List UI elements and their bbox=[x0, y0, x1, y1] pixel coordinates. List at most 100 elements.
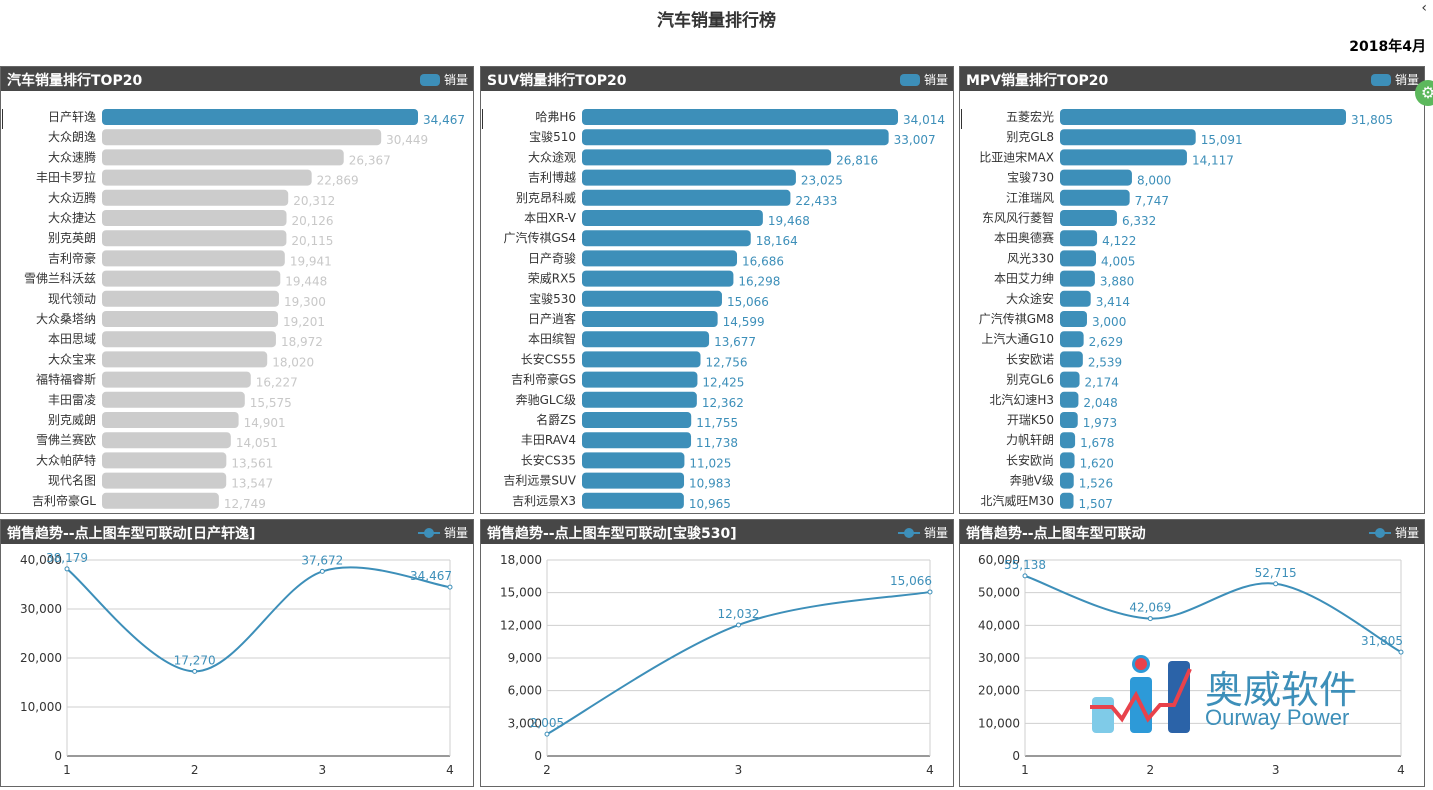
category-label: 长安CS55 bbox=[521, 351, 576, 366]
data-point bbox=[64, 566, 70, 572]
point-label: 52,715 bbox=[1255, 566, 1297, 580]
category-label: 广汽传祺GS4 bbox=[503, 230, 576, 245]
value-label: 16,227 bbox=[256, 376, 298, 390]
bar bbox=[102, 452, 227, 469]
x-tick-label: 4 bbox=[926, 763, 934, 777]
legend-line-icon bbox=[1368, 527, 1391, 539]
bar-chart-plot: 日产轩逸 34,467 大众朗逸 30,449 大众速腾 26,367 丰田卡罗拉 22,86… bbox=[1, 91, 473, 513]
value-label: 10,983 bbox=[689, 477, 731, 491]
bar bbox=[1060, 452, 1075, 469]
bar bbox=[102, 472, 227, 489]
value-label: 1,507 bbox=[1079, 497, 1113, 511]
bar bbox=[1060, 351, 1083, 368]
bar bbox=[1060, 230, 1098, 247]
value-label: 12,362 bbox=[702, 396, 744, 410]
value-label: 11,755 bbox=[696, 416, 738, 430]
legend[interactable]: 销量 bbox=[1368, 524, 1419, 541]
category-label: 大众宝来 bbox=[48, 352, 96, 366]
category-label: 别克GL8 bbox=[1006, 130, 1054, 144]
bar bbox=[1060, 129, 1196, 146]
bar bbox=[582, 250, 738, 267]
bar bbox=[1060, 109, 1346, 125]
legend-line-icon bbox=[897, 527, 920, 539]
category-label: 大众途安 bbox=[1006, 291, 1054, 306]
category-label: 大众朗逸 bbox=[48, 130, 96, 144]
value-label: 22,433 bbox=[795, 194, 837, 208]
category-label: 大众途观 bbox=[528, 149, 576, 164]
category-label: 宝骏510 bbox=[529, 130, 576, 144]
data-point bbox=[927, 589, 933, 595]
legend[interactable]: 销量 bbox=[419, 71, 468, 88]
value-label: 12,756 bbox=[706, 355, 748, 369]
value-label: 19,941 bbox=[290, 254, 332, 268]
category-label: 大众速腾 bbox=[48, 149, 96, 164]
panel-header: 汽车销量排行TOP20 销量 bbox=[1, 67, 473, 91]
bar bbox=[1060, 250, 1097, 267]
value-label: 34,014 bbox=[903, 113, 945, 127]
bar bbox=[102, 230, 287, 247]
x-tick-label: 1 bbox=[63, 763, 71, 777]
bar-chart-svg: 日产轩逸 34,467 大众朗逸 30,449 大众速腾 26,367 丰田卡罗拉 22,86… bbox=[2, 109, 465, 511]
category-label: 现代领动 bbox=[48, 292, 96, 306]
value-label: 11,025 bbox=[689, 456, 731, 470]
value-label: 30,449 bbox=[386, 133, 428, 147]
value-label: 19,468 bbox=[768, 214, 810, 228]
category-label: 日产轩逸 bbox=[48, 110, 96, 124]
bar bbox=[1060, 412, 1078, 428]
value-label: 26,816 bbox=[836, 153, 878, 167]
bar bbox=[1060, 189, 1130, 206]
page-title: 汽车销量排行榜 bbox=[657, 11, 776, 31]
bar bbox=[582, 472, 685, 489]
legend-bar-icon bbox=[899, 74, 920, 86]
value-label: 14,117 bbox=[1192, 153, 1234, 167]
bar-chart-svg: 五菱宏光 31,805 别克GL8 15,091 比亚迪宋MAX 14,117 宝骏730 8… bbox=[961, 109, 1393, 511]
category-label: 本田奥德赛 bbox=[994, 230, 1054, 245]
bar bbox=[582, 270, 734, 287]
bar bbox=[102, 149, 344, 166]
category-label: 本田缤智 bbox=[528, 331, 576, 346]
bar bbox=[582, 412, 692, 428]
y-tick-label: 50,000 bbox=[978, 586, 1020, 600]
category-label: 吉利帝豪GS bbox=[511, 372, 576, 387]
value-label: 13,561 bbox=[231, 456, 273, 470]
value-label: 16,298 bbox=[738, 275, 780, 289]
y-tick-label: 30,000 bbox=[20, 602, 62, 616]
bar bbox=[582, 230, 751, 247]
bar bbox=[102, 391, 245, 408]
legend[interactable]: 销量 bbox=[1370, 71, 1419, 88]
x-tick-label: 2 bbox=[1147, 763, 1155, 777]
category-label: 福特福睿斯 bbox=[36, 372, 96, 387]
data-point bbox=[447, 584, 453, 590]
legend-line-icon bbox=[417, 527, 440, 539]
value-label: 33,007 bbox=[894, 133, 936, 147]
bar bbox=[582, 290, 722, 307]
settings-icon[interactable]: ⚙ bbox=[1415, 80, 1433, 106]
category-label: 长安欧诺 bbox=[1006, 351, 1054, 366]
legend[interactable]: 销量 bbox=[899, 71, 948, 88]
bar bbox=[582, 210, 763, 226]
category-label: 吉利帝豪 bbox=[48, 250, 96, 265]
category-label: 日产奇骏 bbox=[528, 251, 576, 265]
category-label: 风光330 bbox=[1007, 251, 1054, 265]
bar bbox=[1060, 270, 1095, 287]
category-label: 别克GL6 bbox=[1006, 373, 1054, 387]
bar bbox=[1060, 169, 1132, 186]
legend[interactable]: 销量 bbox=[417, 524, 468, 541]
panel-trend-3: 销售趋势--点上图车型可联动 销量 0 10,000 20,000 30,000 40,… bbox=[959, 519, 1425, 787]
x-tick-label: 3 bbox=[1272, 763, 1280, 777]
category-label: 长安欧尚 bbox=[1006, 452, 1054, 467]
value-label: 7,747 bbox=[1135, 194, 1169, 208]
legend[interactable]: 销量 bbox=[897, 524, 948, 541]
y-tick-label: 20,000 bbox=[978, 684, 1020, 698]
value-label: 3,000 bbox=[1092, 315, 1126, 329]
category-label: 别克威朗 bbox=[48, 413, 96, 427]
line-chart-svg: 0 3,000 6,000 9,000 12,000 15,000 18,000 2 3 4 2,0… bbox=[500, 553, 934, 777]
value-label: 15,575 bbox=[250, 396, 292, 410]
bar bbox=[582, 432, 692, 449]
category-label: 上汽大通G10 bbox=[981, 331, 1054, 346]
panel-header: 销售趋势--点上图车型可联动 销量 bbox=[960, 520, 1424, 544]
collapse-icon[interactable]: ‹ bbox=[1421, 0, 1427, 16]
legend-label: 销量 bbox=[1394, 526, 1419, 540]
value-label: 1,973 bbox=[1083, 416, 1117, 430]
panel-title: 销售趋势--点上图车型可联动[日产轩逸] bbox=[7, 526, 256, 542]
